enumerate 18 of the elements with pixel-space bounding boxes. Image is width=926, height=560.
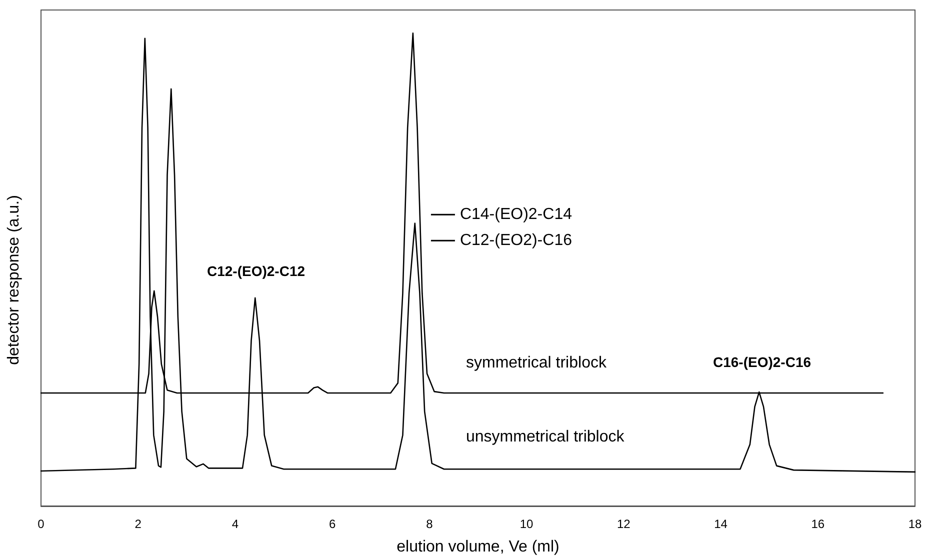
x-tick-label: 0 [38,517,45,531]
annotation: unsymmetrical triblock [466,428,626,446]
annotation: C12-(EO)2-C12 [207,263,306,279]
x-tick-label: 8 [426,517,434,531]
x-axis-title: elution volume, Ve (ml) [396,538,560,556]
y-axis-title: detector response (a.u.) [6,195,22,365]
x-tick-label: 6 [328,517,336,531]
legend-label: C14-(EO)2-C14 [460,206,572,224]
x-tick-label: 4 [232,517,239,531]
annotation: C16-(EO)2-C16 [713,354,812,370]
x-tick-label: 18 [908,517,922,531]
x-tick-label: 10 [520,517,534,531]
x-tick-label: 14 [714,517,728,531]
x-tick-label: 16 [811,517,825,531]
x-tick-label: 2 [134,517,142,531]
legend-label: C12-(EO2)-C16 [460,232,572,250]
annotation: symmetrical triblock [466,354,608,372]
x-tick-label: 12 [616,517,631,531]
